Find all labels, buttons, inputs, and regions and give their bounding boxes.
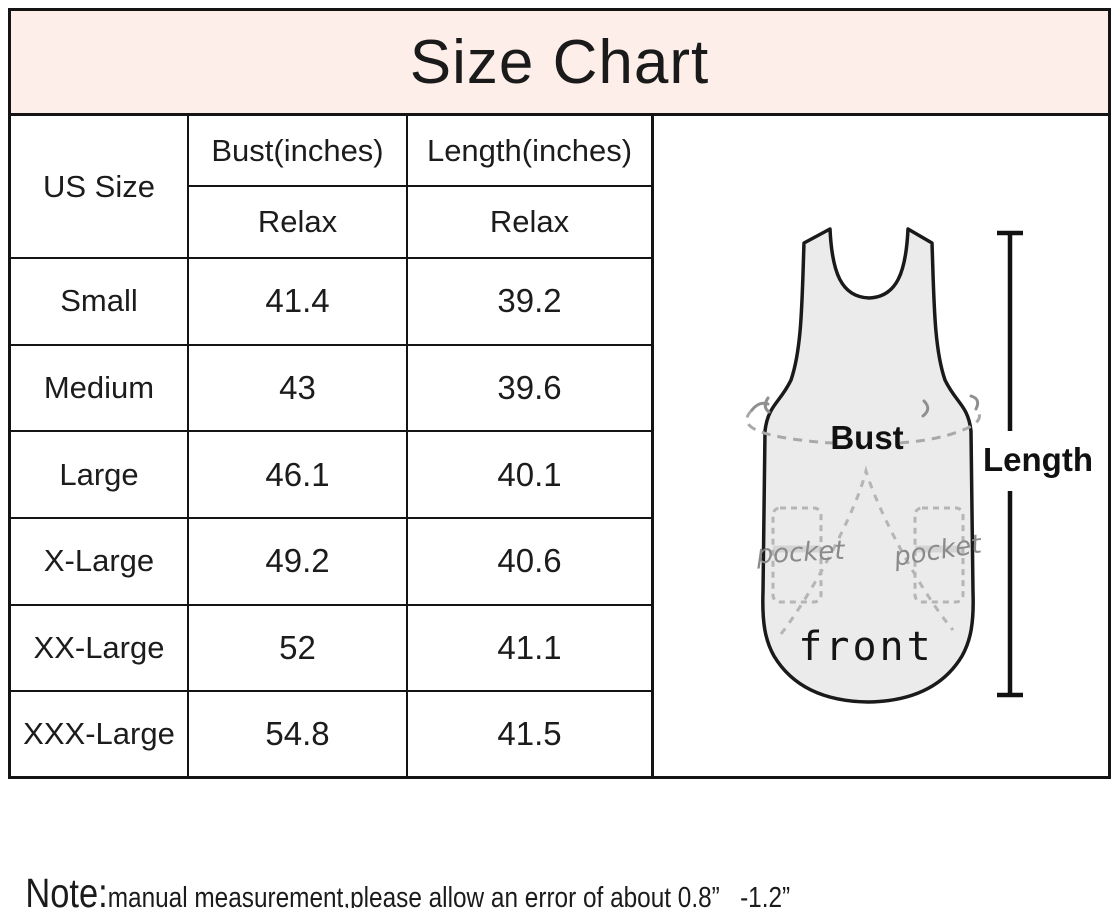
bust-cell: 54.8 (187, 690, 408, 776)
size-table-container: US Size Bust(inches) Length(inches) Rela… (11, 116, 654, 776)
length-cell: 39.6 (406, 343, 651, 433)
size-cell: Small (11, 257, 189, 346)
pocket-left-label: pocket (755, 536, 846, 571)
page-title: Size Chart (409, 27, 710, 97)
bust-cell: 43 (187, 343, 408, 433)
table-row: XXX-Large 54.8 41.5 (11, 690, 651, 776)
size-cell: Medium (11, 343, 189, 433)
length-cell: 40.1 (406, 430, 651, 520)
pocket-right-outline (913, 506, 965, 604)
subheader-bust-relax: Relax (188, 185, 408, 259)
length-cell: 41.5 (406, 690, 651, 776)
column-header-bust: Bust(inches) (187, 116, 408, 187)
content-row: US Size Bust(inches) Length(inches) Rela… (11, 116, 1108, 776)
size-table: US Size Bust(inches) Length(inches) Rela… (11, 116, 651, 776)
table-row: Medium 43 39.6 (11, 343, 651, 433)
size-cell: X-Large (11, 517, 189, 606)
chart-frame: Size Chart US Size Bust(inches) Length(i… (8, 8, 1111, 779)
table-row: XX-Large 52 41.1 (11, 603, 651, 693)
length-cell: 41.1 (406, 603, 651, 693)
size-cell: XX-Large (11, 603, 189, 693)
bust-arc-curl-right (921, 394, 980, 418)
length-cell: 40.6 (406, 517, 651, 606)
bust-arc-right (899, 407, 981, 445)
bust-arc-curl-left (750, 396, 771, 414)
corner-header-us-size: US Size (11, 116, 189, 259)
table-row: Small 41.4 39.2 (11, 257, 651, 346)
size-cell: Large (11, 430, 189, 520)
subheader-length-relax: Relax (406, 185, 651, 259)
note: Note:manual measurement,please allow an … (3, 824, 1117, 908)
bust-arc-left (745, 408, 839, 445)
banner: Size Chart (11, 11, 1108, 116)
size-cell: XXX-Large (11, 690, 189, 776)
note-text-1: manual measurement,please allow an error… (107, 882, 791, 908)
apron-diagram-panel: Bust Length pocket pocket front (654, 116, 1108, 776)
bust-label: Bust (830, 419, 903, 456)
center-seam-dashed (779, 465, 955, 635)
table-row: X-Large 49.2 40.6 (11, 517, 651, 606)
front-label: front (798, 624, 933, 670)
bust-cell: 52 (187, 603, 408, 693)
pocket-left-outline (771, 506, 823, 604)
table-row: Large 46.1 40.1 (11, 430, 651, 520)
bust-cell: 49.2 (187, 517, 408, 606)
bust-cell: 46.1 (187, 430, 408, 520)
length-label: Length (983, 441, 1093, 478)
apron-diagram: Bust Length pocket pocket front (745, 227, 1093, 704)
column-header-length: Length(inches) (406, 116, 651, 187)
note-line-1: Note:manual measurement,please allow an … (3, 824, 939, 908)
bust-cell: 41.4 (187, 257, 408, 346)
length-measure-line (997, 230, 1023, 698)
length-cell: 39.2 (406, 257, 651, 346)
note-label: Note: (25, 870, 108, 908)
